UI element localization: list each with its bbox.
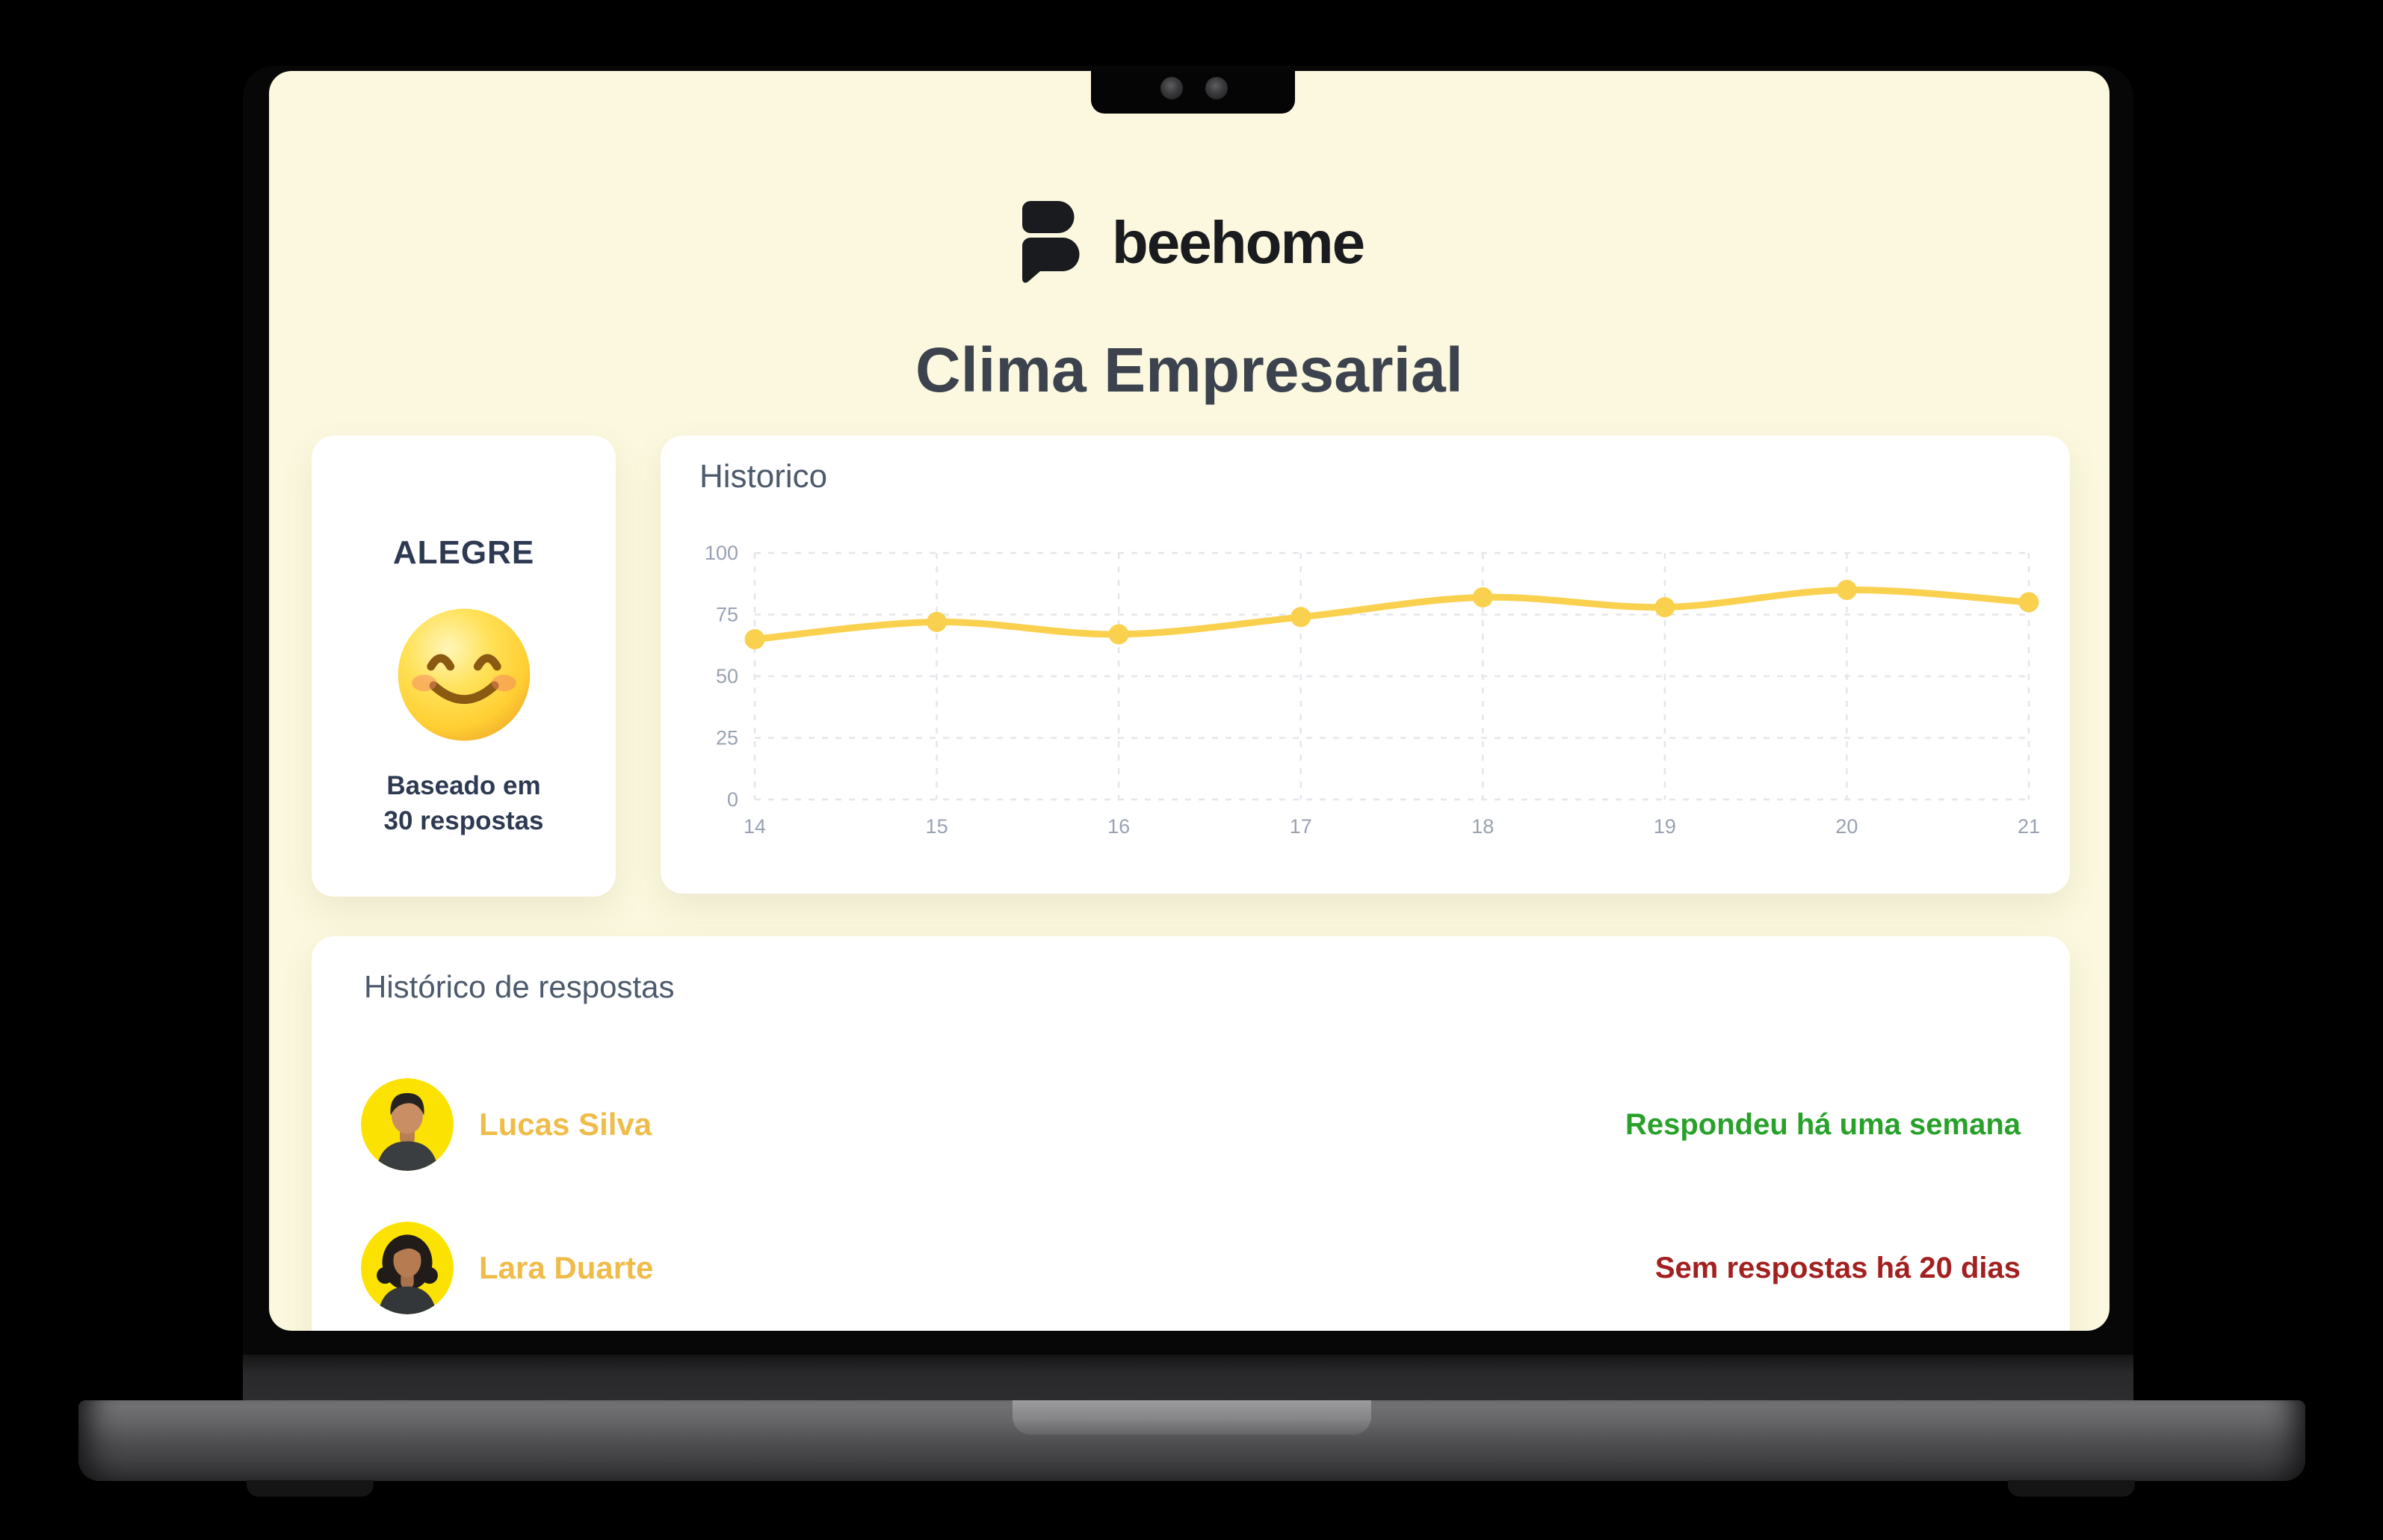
brand-name: beehome	[1111, 209, 1365, 276]
mood-card: ALEGRE Baseado em	[312, 436, 616, 897]
responses-card-title: Histórico de respostas	[364, 969, 675, 1004]
svg-text:16: 16	[1107, 815, 1130, 838]
laptop-notch	[1091, 71, 1295, 114]
camera-dot-icon	[1205, 77, 1228, 99]
smiling-face-emoji-icon	[398, 608, 530, 741]
response-name: Lucas Silva	[479, 1107, 652, 1142]
history-card: Historico 0 25 50 75 100 14 15 16 17 18 19 20 21	[661, 436, 2070, 894]
laptop-screen-bezel: beehome Clima Empresarial ALEGRE	[243, 66, 2133, 1400]
laptop-foot-right	[2008, 1480, 2135, 1497]
response-name: Lara Duarte	[479, 1250, 654, 1285]
man-avatar-yellow-circle	[361, 1078, 454, 1171]
svg-text:15: 15	[926, 815, 948, 838]
svg-text:20: 20	[1835, 815, 1858, 838]
response-row: Lucas Silva Respondeu há uma semana	[361, 1065, 2021, 1184]
laptop-base	[78, 1400, 2305, 1481]
laptop-hinge	[243, 1355, 2133, 1400]
svg-text:17: 17	[1290, 815, 1312, 838]
page-title: Clima Empresarial	[915, 335, 1464, 405]
svg-text:75: 75	[716, 604, 738, 626]
beehome-logo-icon	[1021, 201, 1080, 283]
history-card-title: Historico	[699, 458, 828, 495]
screen-content: beehome Clima Empresarial ALEGRE	[269, 71, 2110, 1331]
camera-dot-icon	[1160, 77, 1183, 99]
svg-text:21: 21	[2018, 815, 2040, 838]
svg-text:19: 19	[1654, 815, 1676, 838]
mood-caption: Baseado em 30 respostas	[312, 768, 616, 838]
historico-line-chart: 0 25 50 75 100 14 15 16 17 18 19 20 21	[705, 542, 2040, 838]
svg-text:0: 0	[727, 788, 738, 811]
svg-text:50: 50	[716, 665, 738, 687]
brand-logo: beehome	[269, 200, 2110, 286]
svg-text:100: 100	[705, 542, 738, 564]
responses-card: Histórico de respostas Lucas Silva Respo…	[312, 936, 2070, 1331]
svg-text:18: 18	[1471, 815, 1494, 838]
mood-caption-line2: 30 respostas	[383, 806, 544, 835]
mood-caption-line1: Baseado em	[386, 771, 541, 800]
mood-label: ALEGRE	[392, 534, 535, 571]
response-status: Sem respostas há 20 dias	[1654, 1251, 2021, 1284]
woman-avatar-yellow-circle	[361, 1222, 454, 1314]
response-status: Respondeu há uma semana	[1625, 1107, 2021, 1141]
svg-text:14: 14	[744, 815, 766, 838]
laptop-foot-left	[247, 1480, 374, 1497]
svg-text:25: 25	[716, 727, 738, 749]
response-row: Lara Duarte Sem respostas há 20 dias	[361, 1208, 2021, 1328]
laptop-base-groove	[1013, 1400, 1371, 1435]
